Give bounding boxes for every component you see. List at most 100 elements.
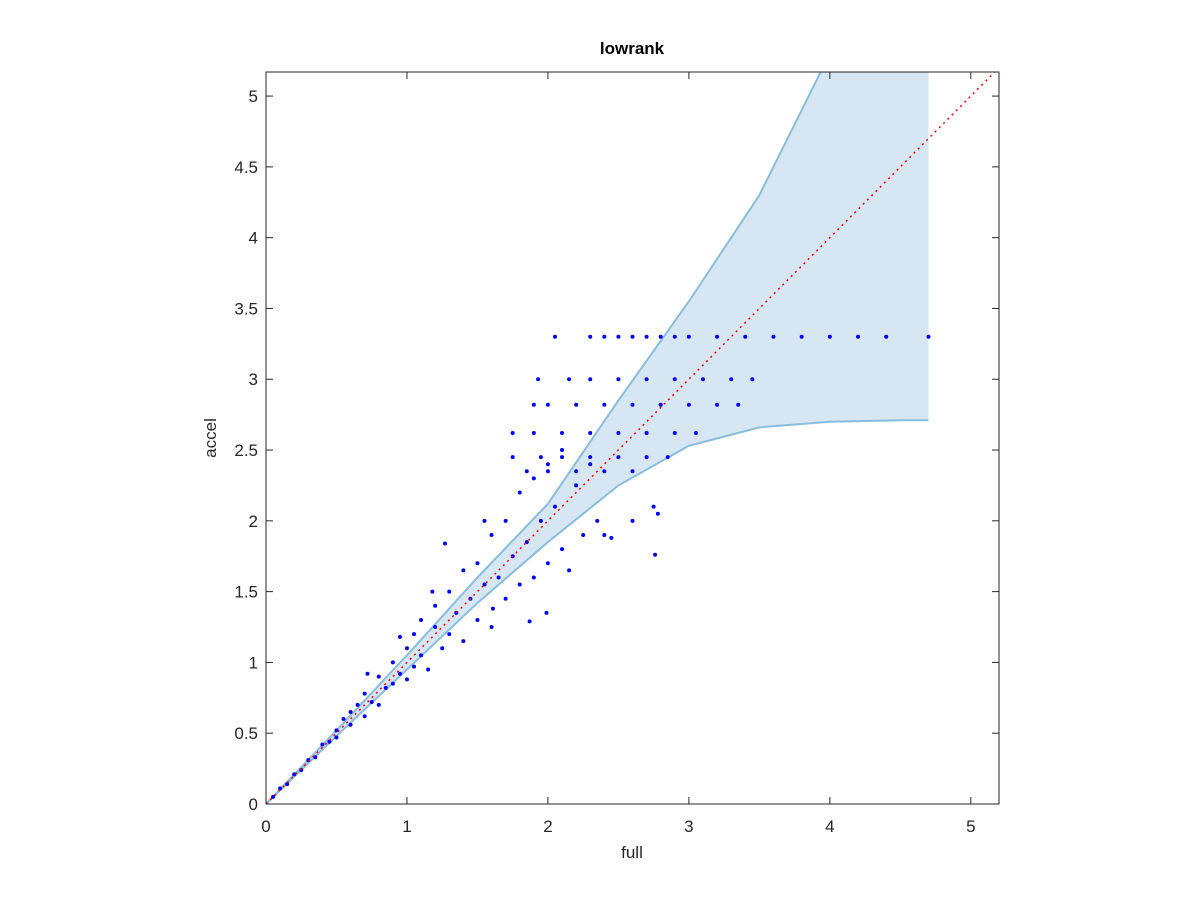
scatter-point — [475, 561, 480, 566]
band-upper-edge — [266, 72, 822, 804]
scatter-point — [482, 582, 487, 587]
x-tick-label: 0 — [261, 817, 270, 836]
scatter-point — [527, 619, 532, 624]
scatter-point — [419, 653, 424, 658]
scatter-point — [489, 625, 494, 630]
scatter-point — [574, 402, 579, 407]
scatter-point — [285, 782, 290, 787]
scatter-point — [715, 334, 720, 339]
scatter-point — [545, 402, 550, 407]
scatter-point — [334, 728, 339, 733]
scatter-point — [609, 535, 614, 540]
scatter-point — [369, 700, 374, 705]
scatter-point — [536, 377, 541, 382]
scatter-point — [341, 717, 346, 722]
scatter-point — [560, 547, 565, 552]
scatter-point — [355, 702, 360, 707]
scatter-point — [517, 490, 522, 495]
scatter-point — [531, 402, 536, 407]
y-tick-label: 2 — [249, 512, 258, 531]
scatter-point — [443, 541, 448, 546]
scatter-point — [700, 377, 705, 382]
scatter-point — [729, 377, 734, 382]
scatter-point — [348, 722, 353, 727]
scatter-point — [630, 469, 635, 474]
scatter-point — [644, 377, 649, 382]
scatter-point — [588, 377, 593, 382]
scatter-point — [545, 561, 550, 566]
scatter-point — [581, 532, 586, 537]
scatter-point — [482, 518, 487, 523]
scatter-point — [602, 532, 607, 537]
scatter-point — [665, 455, 670, 460]
scatter-point — [630, 402, 635, 407]
scatter-point — [426, 667, 431, 672]
scatter-point — [799, 334, 804, 339]
y-tick-label: 2.5 — [234, 441, 258, 460]
scatter-point — [397, 671, 402, 676]
scatter-point — [616, 455, 621, 460]
scatter-point — [510, 455, 515, 460]
scatter-point — [651, 504, 656, 509]
scatter-point — [531, 575, 536, 580]
scatter-point — [655, 511, 660, 516]
scatter-point — [658, 402, 663, 407]
scatter-point — [595, 518, 600, 523]
scatter-point — [750, 377, 755, 382]
scatter-point — [390, 681, 395, 686]
scatter-point — [362, 714, 367, 719]
scatter-point — [644, 431, 649, 436]
scatter-point — [672, 431, 677, 436]
y-tick-label: 0.5 — [234, 724, 258, 743]
scatter-point — [433, 603, 438, 608]
scatter-point — [602, 402, 607, 407]
scatter-point — [348, 709, 353, 714]
scatter-point — [686, 402, 691, 407]
y-tick-label: 0 — [249, 795, 258, 814]
scatter-point — [461, 568, 466, 573]
y-tick-label: 5 — [249, 87, 258, 106]
plot-area — [266, 72, 996, 804]
x-tick-label: 5 — [966, 817, 975, 836]
scatter-point — [644, 455, 649, 460]
y-tick-label: 1.5 — [234, 583, 258, 602]
scatter-point — [616, 334, 621, 339]
scatter-point — [672, 334, 677, 339]
scatter-point — [510, 431, 515, 436]
scatter-point — [362, 691, 367, 696]
scatter-point — [320, 742, 325, 747]
scatter-point — [884, 334, 889, 339]
scatter-point — [743, 334, 748, 339]
scatter-point — [419, 617, 424, 622]
scatter-point — [653, 552, 658, 557]
scatter-point — [461, 639, 466, 644]
scatter-point — [503, 518, 508, 523]
y-tick-label: 3.5 — [234, 299, 258, 318]
chart-title: lowrank — [600, 39, 665, 58]
scatter-point — [376, 702, 381, 707]
reference-line — [266, 72, 996, 804]
scatter-point — [430, 589, 435, 594]
band-lower-edge — [266, 419, 929, 804]
scatter-point — [271, 794, 276, 799]
scatter-point — [567, 568, 572, 573]
scatter-point — [496, 575, 501, 580]
scatter-point — [489, 532, 494, 537]
scatter-point — [538, 518, 543, 523]
scatter-point — [630, 518, 635, 523]
scatter-point — [390, 660, 395, 665]
scatter-point — [926, 334, 931, 339]
scatter-point — [567, 377, 572, 382]
scatter-point — [552, 504, 557, 509]
scatter-point — [736, 402, 741, 407]
scatter-point — [574, 469, 579, 474]
scatter-point — [517, 582, 522, 587]
scatter-point — [412, 632, 417, 637]
scatter-point — [383, 685, 388, 690]
scatter-point — [560, 448, 565, 453]
y-tick-label: 4.5 — [234, 158, 258, 177]
y-tick-label: 1 — [249, 653, 258, 672]
scatter-point — [447, 632, 452, 637]
scatter-point — [334, 735, 339, 740]
